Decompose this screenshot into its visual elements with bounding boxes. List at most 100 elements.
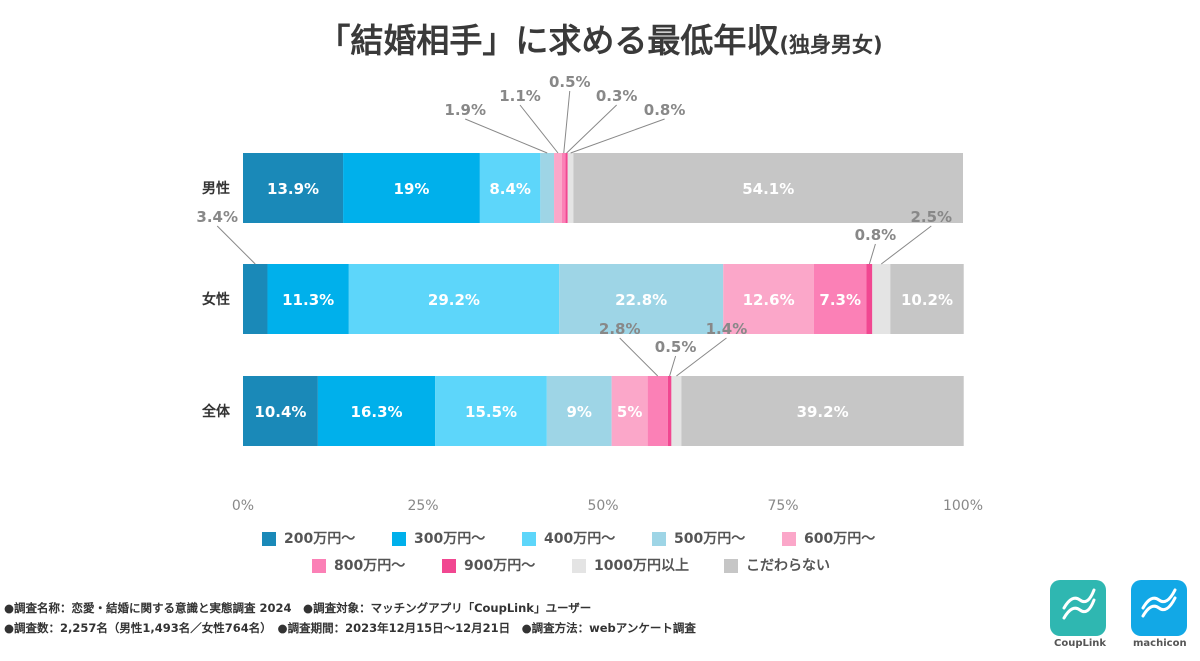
legend-label: 500万円～ bbox=[674, 531, 745, 547]
chart-subtitle: (独身男女) bbox=[779, 33, 883, 57]
legend-label: 200万円～ bbox=[284, 531, 355, 547]
data-label: 10.4% bbox=[254, 403, 306, 421]
leader-line bbox=[669, 355, 677, 377]
data-label: 39.2% bbox=[797, 403, 849, 421]
legend-swatch bbox=[312, 559, 326, 573]
bar-segment bbox=[567, 153, 574, 223]
bar-segment bbox=[435, 376, 547, 446]
bar-segment bbox=[667, 376, 672, 446]
bar-segment bbox=[723, 264, 814, 334]
leader-line bbox=[570, 118, 665, 154]
machicon-logo-label: machicon bbox=[1133, 638, 1187, 649]
bar-segment bbox=[561, 153, 566, 223]
legend-swatch bbox=[392, 532, 406, 546]
legend-swatch bbox=[442, 559, 456, 573]
footer-survey-info-2: ●調査数：2,257名（男性1,493名／女性764名） ●調査期間：2023年… bbox=[4, 621, 696, 635]
data-label: 11.3% bbox=[282, 291, 334, 309]
data-label: 13.9% bbox=[267, 180, 319, 198]
legend-label: 1000万円以上 bbox=[594, 558, 689, 574]
data-label: 0.5% bbox=[549, 73, 591, 91]
data-label: 1.4% bbox=[706, 320, 748, 338]
couplink-logo-label: CoupLink bbox=[1054, 638, 1107, 649]
chart-title-main: 「結婚相手」に求める最低年収 bbox=[317, 21, 780, 60]
data-label: 16.3% bbox=[351, 403, 403, 421]
bar-segment bbox=[866, 264, 873, 334]
data-label: 0.8% bbox=[644, 101, 686, 119]
data-label: 3.4% bbox=[196, 208, 238, 226]
chart-title: 「結婚相手」に求める最低年収(独身男女) bbox=[0, 14, 1200, 62]
bar-segment bbox=[565, 153, 568, 223]
bar-segment bbox=[681, 376, 964, 446]
data-label: 54.1% bbox=[742, 180, 794, 198]
data-label: 2.5% bbox=[910, 208, 952, 226]
x-tick-label: 0% bbox=[232, 498, 254, 514]
leader-line bbox=[566, 104, 617, 154]
legend-swatch bbox=[782, 532, 796, 546]
data-label: 0.3% bbox=[596, 87, 638, 105]
category-label: 女性 bbox=[202, 291, 230, 308]
legend-swatch bbox=[262, 532, 276, 546]
leader-line bbox=[676, 337, 727, 377]
category-label: 男性 bbox=[202, 180, 230, 197]
x-tick-label: 25% bbox=[407, 498, 438, 514]
data-label: 29.2% bbox=[428, 291, 480, 309]
legend-label: 400万円～ bbox=[544, 531, 615, 547]
x-tick-label: 50% bbox=[587, 498, 618, 514]
leader-line bbox=[619, 337, 659, 377]
legend-swatch bbox=[652, 532, 666, 546]
data-label: 7.3% bbox=[819, 291, 861, 309]
bar-segment bbox=[813, 264, 867, 334]
couplink-logo-icon bbox=[1050, 580, 1106, 636]
bar-segment bbox=[573, 153, 963, 223]
bar-segment bbox=[671, 376, 682, 446]
legend-swatch bbox=[522, 532, 536, 546]
data-label: 9% bbox=[567, 403, 592, 421]
legend-label: こだわらない bbox=[746, 558, 830, 574]
data-label: 1.9% bbox=[444, 101, 486, 119]
bar-segment bbox=[343, 153, 480, 223]
bar-segment bbox=[317, 376, 436, 446]
legend-swatch bbox=[724, 559, 738, 573]
data-label: 12.6% bbox=[743, 291, 795, 309]
bar-segment bbox=[890, 264, 964, 334]
bar-segment bbox=[546, 376, 612, 446]
data-label: 22.8% bbox=[615, 291, 667, 309]
data-label: 0.8% bbox=[855, 226, 897, 244]
leader-line bbox=[868, 243, 876, 265]
bar-segment bbox=[647, 376, 668, 446]
x-tick-label: 100% bbox=[943, 498, 983, 514]
stacked-bar-chart: 男性 13.9% 19% 8.4% 54.1% 1.9% 1.1% 0.5% 0.3% 0.8% 女… bbox=[196, 73, 983, 574]
legend-label: 300万円～ bbox=[414, 531, 485, 547]
bar-segment bbox=[267, 264, 349, 334]
leader-line bbox=[465, 118, 548, 154]
bar-segment bbox=[554, 153, 562, 223]
bar-segment bbox=[243, 264, 268, 334]
leader-line bbox=[563, 90, 571, 154]
leader-line bbox=[519, 104, 559, 154]
bar-segment bbox=[243, 376, 318, 446]
data-label: 19% bbox=[394, 180, 430, 198]
leader-line bbox=[880, 225, 932, 265]
bar-segment bbox=[872, 264, 891, 334]
legend-label: 800万円～ bbox=[334, 558, 405, 574]
bar-segment bbox=[559, 264, 724, 334]
data-label: 15.5% bbox=[465, 403, 517, 421]
leader-line bbox=[216, 225, 256, 265]
bar-segment bbox=[611, 376, 648, 446]
legend-label: 900万円～ bbox=[464, 558, 535, 574]
data-label: 5% bbox=[617, 403, 642, 421]
footer-survey-info-1: ●調査名称：恋愛・結婚に関する意識と実態調査 2024 ●調査対象：マッチングア… bbox=[4, 601, 592, 615]
data-label: 10.2% bbox=[901, 291, 953, 309]
data-label: 2.8% bbox=[599, 320, 641, 338]
data-label: 0.5% bbox=[655, 338, 697, 356]
data-label: 1.1% bbox=[499, 87, 541, 105]
bar-segment bbox=[243, 153, 344, 223]
x-tick-label: 75% bbox=[767, 498, 798, 514]
bar-segment bbox=[540, 153, 555, 223]
bar-segment bbox=[479, 153, 541, 223]
category-label: 全体 bbox=[201, 403, 231, 420]
bar-segment bbox=[348, 264, 560, 334]
machicon-logo-icon bbox=[1131, 580, 1187, 636]
legend-label: 600万円～ bbox=[804, 531, 875, 547]
legend-swatch bbox=[572, 559, 586, 573]
